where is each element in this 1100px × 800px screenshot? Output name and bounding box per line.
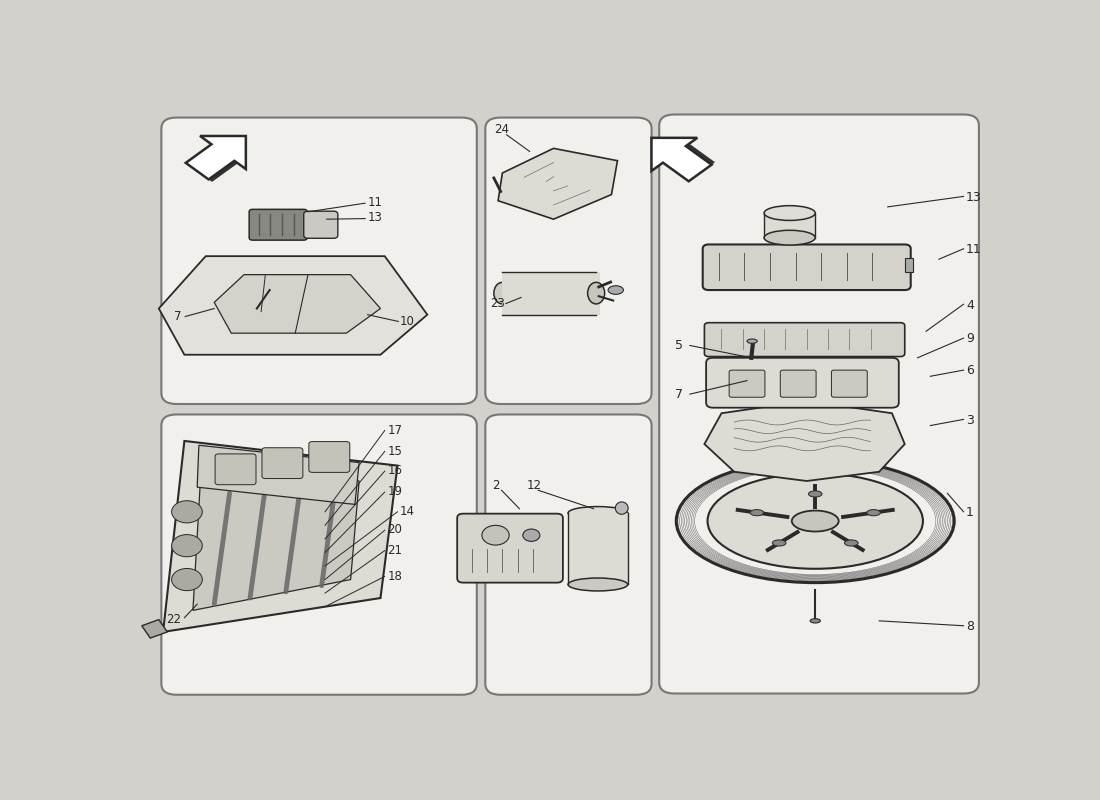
Circle shape [482,526,509,545]
Ellipse shape [750,510,763,516]
Ellipse shape [608,286,624,294]
Ellipse shape [867,510,880,516]
FancyBboxPatch shape [304,211,338,238]
Text: 13: 13 [966,190,982,204]
Text: 18: 18 [387,570,403,582]
Text: 4: 4 [966,298,974,311]
Polygon shape [498,148,617,219]
FancyBboxPatch shape [162,118,476,404]
FancyBboxPatch shape [458,514,563,582]
Text: 7: 7 [174,310,182,322]
Ellipse shape [568,506,628,519]
Text: 11: 11 [966,243,982,256]
FancyBboxPatch shape [703,245,911,290]
Ellipse shape [772,540,786,546]
Text: 23: 23 [491,297,505,310]
Text: 15: 15 [387,445,403,458]
Text: 13: 13 [367,211,383,224]
Circle shape [172,501,202,523]
FancyBboxPatch shape [659,114,979,694]
Text: 22: 22 [166,613,182,626]
Text: 16: 16 [387,464,403,478]
Text: 9: 9 [966,333,974,346]
FancyBboxPatch shape [729,370,764,398]
Polygon shape [192,462,359,610]
FancyBboxPatch shape [704,322,904,357]
Ellipse shape [587,282,605,304]
Text: 12: 12 [526,479,541,492]
Ellipse shape [808,491,822,497]
Bar [904,258,913,271]
FancyBboxPatch shape [162,414,476,694]
FancyBboxPatch shape [706,358,899,408]
Circle shape [172,569,202,590]
Text: 14: 14 [400,505,415,518]
Bar [568,513,628,585]
Ellipse shape [764,230,815,245]
Text: 5: 5 [674,338,683,351]
Text: 1: 1 [966,506,974,519]
Text: 19: 19 [387,485,403,498]
FancyBboxPatch shape [262,448,303,478]
Ellipse shape [615,502,628,514]
Text: 20: 20 [387,523,403,536]
Polygon shape [158,256,427,354]
Bar [764,212,815,238]
FancyBboxPatch shape [832,370,867,398]
Text: 8: 8 [966,620,975,633]
Polygon shape [186,136,246,179]
Ellipse shape [792,510,838,531]
Polygon shape [197,446,359,505]
Ellipse shape [747,339,757,343]
Circle shape [172,534,202,557]
FancyBboxPatch shape [485,118,651,404]
Polygon shape [685,144,715,165]
Ellipse shape [568,578,628,591]
Text: 3: 3 [966,414,974,426]
FancyBboxPatch shape [485,414,651,694]
FancyBboxPatch shape [309,442,350,472]
Text: 6: 6 [966,365,974,378]
Text: 2: 2 [492,479,499,492]
Text: 10: 10 [400,315,415,328]
Polygon shape [142,619,167,638]
Ellipse shape [707,474,923,569]
Text: 11: 11 [367,196,383,209]
FancyBboxPatch shape [216,454,256,485]
Text: 21: 21 [387,544,403,557]
Ellipse shape [764,206,815,221]
Polygon shape [214,274,381,333]
Ellipse shape [810,618,821,623]
FancyBboxPatch shape [780,370,816,398]
Polygon shape [163,441,397,632]
Polygon shape [651,138,712,182]
Text: 24: 24 [494,123,509,136]
Polygon shape [704,401,904,481]
Ellipse shape [845,540,858,546]
Text: 17: 17 [387,423,403,437]
FancyBboxPatch shape [250,210,307,240]
Circle shape [522,529,540,542]
Ellipse shape [494,282,510,304]
Text: 7: 7 [674,388,683,401]
Polygon shape [209,161,238,182]
Bar [503,271,601,314]
